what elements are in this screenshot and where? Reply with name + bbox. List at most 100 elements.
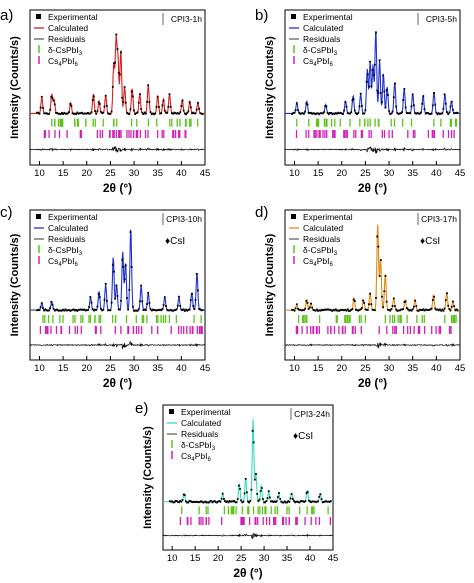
experimental-point [382, 74, 384, 77]
panel-1: b) CPI3-5h ExperimentalCalculatedResiduals… [255, 7, 465, 195]
legend-phase1-sub: 3 [79, 51, 83, 57]
experimental-point [246, 491, 248, 494]
y-axis-title: Intensity (Counts/s) [142, 426, 154, 529]
experimental-point [178, 501, 180, 504]
experimental-point [77, 309, 80, 311]
experimental-point [221, 492, 224, 495]
legend-phase1-sub: 3 [334, 251, 338, 257]
experimental-point [139, 93, 141, 95]
experimental-point [87, 309, 89, 312]
x-tick-label: 40 [431, 363, 442, 374]
x-tick-label: 20 [336, 168, 347, 179]
experimental-point [186, 501, 188, 504]
experimental-point [310, 302, 312, 305]
experimental-point [224, 500, 226, 502]
experimental-point [286, 501, 288, 504]
experimental-point [171, 309, 173, 312]
experimental-point [351, 308, 354, 310]
experimental-point [213, 500, 216, 502]
experimental-point [182, 493, 185, 496]
experimental-point [187, 110, 190, 113]
legend-phase2-sub2: 6 [75, 62, 79, 68]
experimental-point [375, 31, 377, 34]
x-tick-label: 40 [431, 168, 442, 179]
experimental-point [136, 310, 139, 312]
experimental-point [204, 500, 207, 503]
experimental-point [265, 500, 268, 502]
x-tick-label: 35 [152, 168, 163, 179]
experimental-point [233, 500, 236, 502]
experimental-point [100, 307, 102, 310]
experimental-point [363, 302, 366, 304]
experimental-point [107, 309, 109, 312]
experimental-point [63, 111, 66, 114]
sample-tag: CPI3-10h [166, 214, 202, 224]
experimental-point [200, 112, 203, 115]
experimental-point [115, 33, 118, 36]
experimental-point [325, 105, 328, 108]
experimental-point [114, 61, 116, 64]
experimental-point [297, 501, 300, 504]
experimental-point [171, 112, 173, 114]
experimental-point [63, 309, 66, 312]
experimental-point [340, 112, 343, 115]
experimental-point [401, 111, 403, 113]
experimental-point [94, 110, 96, 113]
experimental-point [46, 309, 49, 312]
experimental-point [180, 105, 183, 107]
experimental-point [180, 308, 183, 311]
experimental-point [431, 104, 434, 107]
experimental-point [357, 309, 360, 312]
experimental-point [159, 112, 161, 115]
experimental-point [74, 112, 76, 115]
experimental-point [161, 308, 164, 310]
experimental-point [293, 499, 295, 502]
experimental-point [411, 308, 414, 311]
experimental-point [90, 111, 93, 114]
experimental-point [65, 113, 68, 115]
experimental-point [111, 86, 114, 88]
experimental-point [179, 305, 182, 307]
sample-tag: CPI3-5h [426, 14, 457, 24]
experimental-point [311, 500, 314, 503]
y-axis-title: Intensity (Counts/s) [9, 36, 21, 139]
experimental-point [382, 306, 384, 309]
experimental-point [155, 105, 158, 108]
experimental-point [378, 275, 381, 277]
experimental-point [194, 501, 197, 503]
experimental-point [74, 309, 76, 312]
experimental-point [317, 112, 319, 115]
x-tick-label: 30 [384, 168, 395, 179]
experimental-point [93, 95, 95, 98]
experimental-point [395, 105, 397, 108]
experimental-point [430, 112, 433, 115]
experimental-point [135, 309, 138, 312]
residual-curve [29, 340, 206, 349]
experimental-point [186, 111, 189, 114]
experimental-point [362, 112, 364, 115]
experimental-point [252, 441, 255, 444]
experimental-point [198, 107, 200, 110]
experimental-point [113, 270, 115, 273]
experimental-point [418, 112, 421, 115]
x-tick-label: 45 [455, 363, 466, 374]
experimental-point [311, 306, 314, 309]
experimental-point [62, 308, 64, 311]
experimental-point [303, 501, 306, 503]
experimental-point [75, 113, 77, 116]
experimental-point [285, 501, 287, 504]
experimental-point [356, 113, 358, 116]
experimental-point [72, 113, 75, 115]
experimental-point [423, 309, 426, 312]
experimental-point [453, 305, 455, 308]
x-tick-label: 35 [407, 168, 418, 179]
experimental-point [188, 308, 191, 311]
experimental-point [313, 500, 316, 503]
legend-experimental-marker [291, 14, 296, 19]
x-tick-label: 25 [360, 363, 371, 374]
experimental-point [109, 113, 112, 115]
experimental-point [132, 95, 134, 98]
experimental-point [168, 93, 171, 96]
experimental-point [146, 303, 148, 305]
experimental-point [156, 95, 159, 98]
